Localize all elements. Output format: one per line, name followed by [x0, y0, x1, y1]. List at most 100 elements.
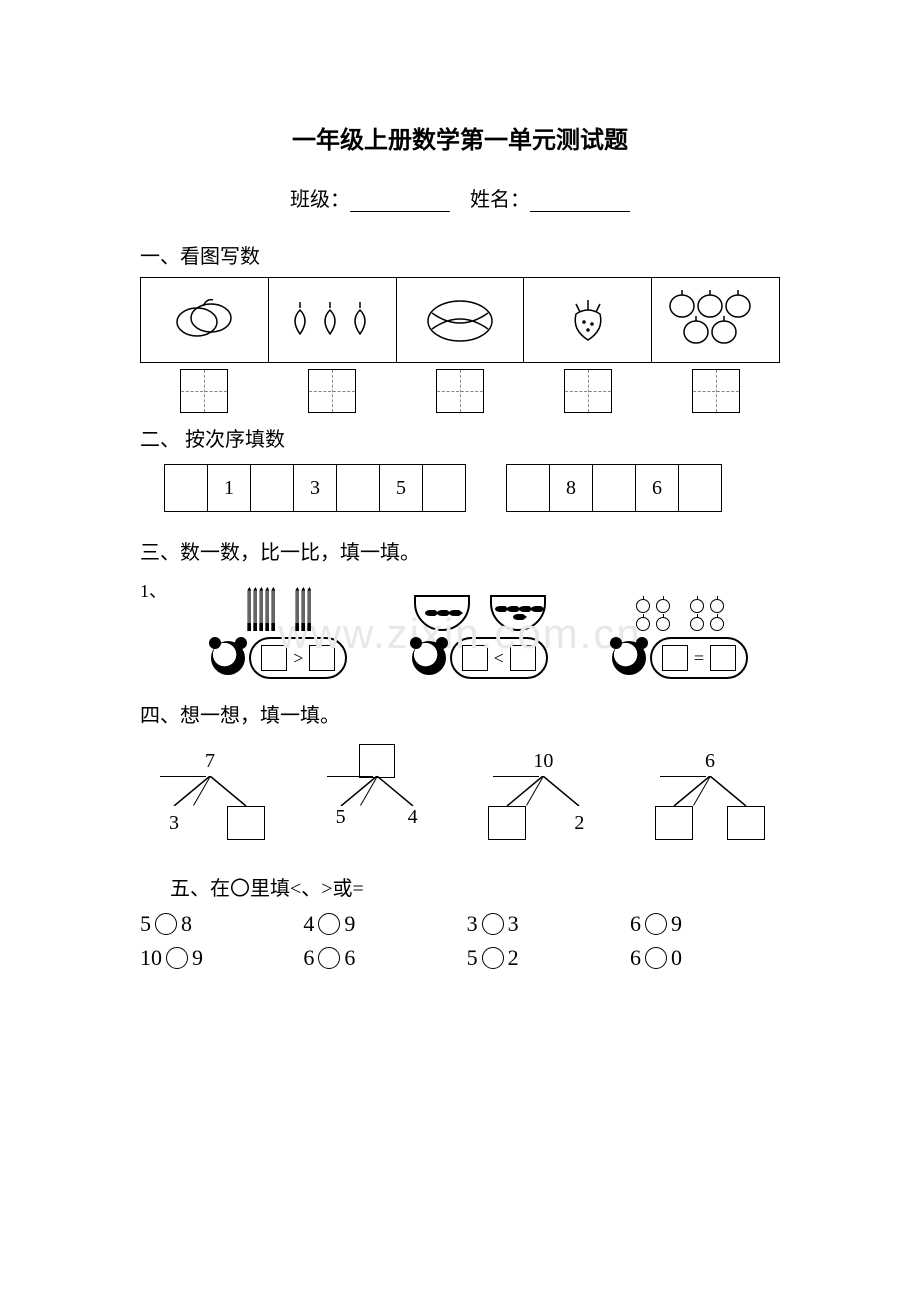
ops-num-a: 10 [140, 945, 162, 971]
section-2-heading: 二、 按次序填数 [140, 423, 780, 452]
ops-num-a: 3 [467, 911, 478, 937]
compare-box[interactable] [710, 645, 736, 671]
class-label: 班级： [290, 189, 350, 211]
ops-num-b: 8 [181, 911, 192, 937]
bond-box[interactable] [227, 806, 265, 840]
panda-icon [211, 641, 245, 675]
sequence-table-1: 1 3 5 [164, 464, 466, 512]
circle-blank[interactable] [482, 913, 504, 935]
seq1-c2[interactable] [250, 464, 294, 512]
q1-label: 1、 [140, 577, 167, 603]
ops-cell: 69 [630, 911, 780, 937]
bond-box[interactable] [655, 806, 693, 840]
seq2-c1: 8 [549, 464, 593, 512]
eq-op: = [694, 648, 704, 669]
answer-box-4[interactable] [564, 369, 612, 413]
picture-cell-4 [524, 278, 652, 362]
compare-cloud-1: > [249, 637, 347, 679]
compare-item-2: < [380, 577, 580, 679]
answer-box-1[interactable] [180, 369, 228, 413]
apple-group-icon [664, 288, 768, 352]
ops-num-a: 4 [303, 911, 314, 937]
compare-box[interactable] [510, 645, 536, 671]
seq2-c0[interactable] [506, 464, 550, 512]
bond-4: 6 [640, 746, 780, 846]
compare-box[interactable] [462, 645, 488, 671]
ops-cell: 33 [467, 911, 617, 937]
circle-blank[interactable] [318, 947, 340, 969]
panda-icon [412, 641, 446, 675]
bowl-right [490, 595, 546, 631]
bond-box[interactable] [359, 744, 395, 778]
bonds-row: 73541026 [140, 746, 780, 846]
seq1-c5: 5 [379, 464, 423, 512]
bond-box[interactable] [488, 806, 526, 840]
compare-cloud-2: < [450, 637, 548, 679]
circle-blank[interactable] [482, 947, 504, 969]
seq1-c1: 1 [207, 464, 251, 512]
section-1-heading: 一、看图写数 [140, 240, 780, 269]
bond-3: 102 [473, 746, 613, 846]
form-line: 班级： 姓名： [140, 183, 780, 212]
ops-num-b: 6 [344, 945, 355, 971]
apples-left [636, 599, 670, 631]
circle-blank[interactable] [318, 913, 340, 935]
class-blank[interactable] [350, 194, 450, 212]
bond-value: 4 [394, 806, 432, 829]
ops-block: 58493369109665260 [140, 911, 780, 971]
strawberry-icon [560, 294, 616, 346]
circle-blank[interactable] [645, 913, 667, 935]
circle-blank[interactable] [155, 913, 177, 935]
gt-op: > [293, 648, 303, 669]
compare-item-3: = [580, 577, 780, 679]
seq1-c3: 3 [293, 464, 337, 512]
ops-cell: 52 [467, 945, 617, 971]
ops-cell: 109 [140, 945, 290, 971]
lt-op: < [494, 648, 504, 669]
answer-box-5[interactable] [692, 369, 740, 413]
bond-1: 73 [140, 746, 280, 846]
seq1-c0[interactable] [164, 464, 208, 512]
seq2-c3: 6 [635, 464, 679, 512]
bowl-left [414, 595, 470, 631]
ops-num-a: 5 [140, 911, 151, 937]
name-blank[interactable] [530, 194, 630, 212]
answer-box-2[interactable] [308, 369, 356, 413]
circle-blank[interactable] [645, 947, 667, 969]
picture-cell-5 [652, 278, 779, 362]
ops-num-b: 3 [508, 911, 519, 937]
compare-box[interactable] [261, 645, 287, 671]
compare-cloud-3: = [650, 637, 748, 679]
panda-icon [612, 641, 646, 675]
ops-row-1: 58493369 [140, 911, 780, 937]
peach-icon [284, 294, 380, 346]
answer-box-3[interactable] [436, 369, 484, 413]
seq2-c2[interactable] [592, 464, 636, 512]
compare-box[interactable] [662, 645, 688, 671]
ops-num-b: 2 [508, 945, 519, 971]
section-4-heading: 四、想一想，填一填。 [140, 699, 780, 728]
ops-num-b: 0 [671, 945, 682, 971]
bond-value: 2 [560, 812, 598, 835]
ops-num-a: 5 [467, 945, 478, 971]
compare-box[interactable] [309, 645, 335, 671]
ops-num-a: 6 [630, 945, 641, 971]
pencils-left [247, 587, 275, 631]
bond-box[interactable] [727, 806, 765, 840]
compare-row: 1、 > < [140, 577, 780, 679]
ops-num-a: 6 [630, 911, 641, 937]
picture-cell-1 [141, 278, 269, 362]
seq1-c6[interactable] [422, 464, 466, 512]
section-5-heading: 五、在〇里填<、>或= [170, 872, 780, 901]
circle-blank[interactable] [166, 947, 188, 969]
bond-value: 3 [155, 812, 193, 835]
seq2-c4[interactable] [678, 464, 722, 512]
page-title: 一年级上册数学第一单元测试题 [140, 120, 780, 155]
seq1-c4[interactable] [336, 464, 380, 512]
ops-cell: 58 [140, 911, 290, 937]
picture-cell-3 [397, 278, 525, 362]
ops-num-b: 9 [344, 911, 355, 937]
ops-num-a: 6 [303, 945, 314, 971]
mango-icon [169, 292, 239, 348]
apples-right [690, 599, 724, 631]
